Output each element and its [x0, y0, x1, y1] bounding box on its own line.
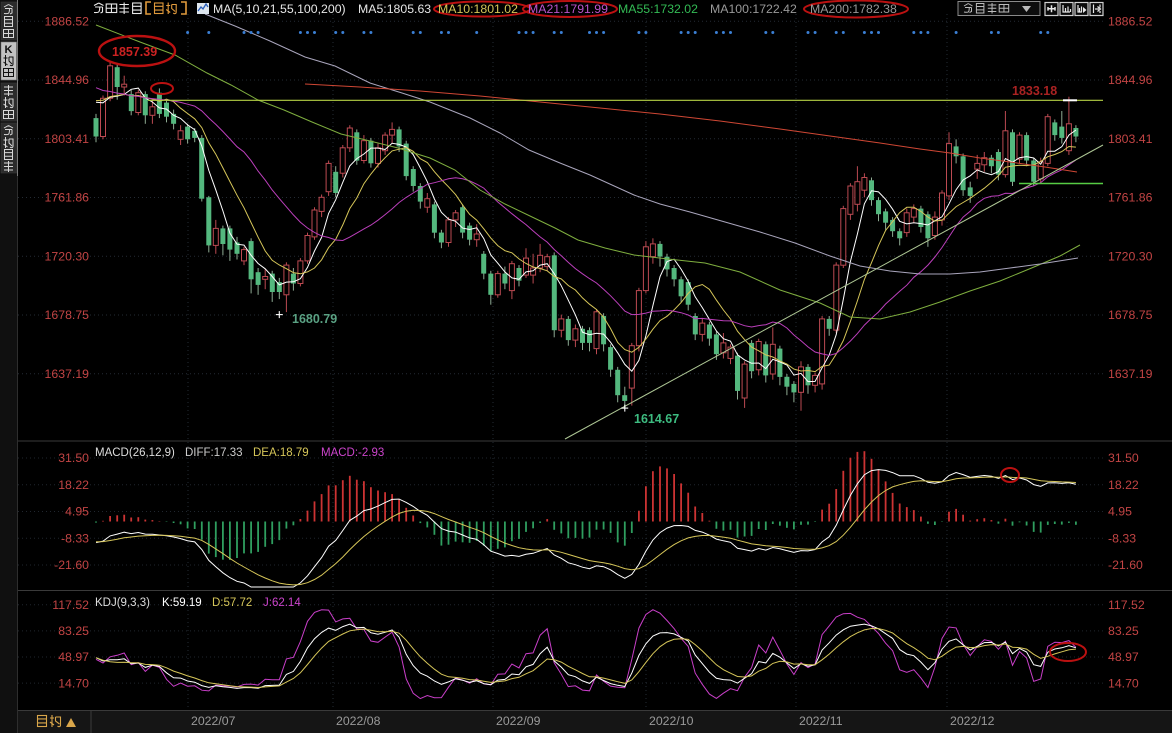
svg-text:1680.79: 1680.79 [292, 312, 337, 326]
svg-text:K:59.19: K:59.19 [162, 597, 202, 609]
svg-text:1614.67: 1614.67 [634, 412, 679, 426]
svg-text:1678.75: 1678.75 [45, 308, 90, 322]
svg-text:18.22: 18.22 [1108, 478, 1139, 492]
svg-text:2022/09: 2022/09 [496, 714, 541, 728]
svg-text:1857.39: 1857.39 [112, 45, 157, 59]
svg-text:1844.96: 1844.96 [1108, 73, 1153, 87]
svg-text:-8.33: -8.33 [1108, 531, 1136, 545]
svg-text:1844.96: 1844.96 [45, 73, 90, 87]
svg-text:4.95: 4.95 [1108, 505, 1132, 519]
svg-text:1761.86: 1761.86 [1108, 191, 1153, 205]
svg-text:-8.33: -8.33 [61, 531, 89, 545]
svg-text:MA10:1801.02: MA10:1801.02 [438, 2, 518, 16]
svg-text:MA55:1732.02: MA55:1732.02 [618, 2, 698, 16]
svg-text:DIFF:17.33: DIFF:17.33 [185, 447, 243, 459]
svg-text:14.70: 14.70 [1108, 676, 1139, 690]
svg-text:1720.30: 1720.30 [45, 249, 90, 263]
svg-text:MA(5,10,21,55,100,200): MA(5,10,21,55,100,200) [213, 2, 346, 16]
svg-text:MA200:1782.38: MA200:1782.38 [810, 2, 897, 16]
svg-text:2022/12: 2022/12 [950, 714, 995, 728]
svg-text:2022/11: 2022/11 [799, 714, 843, 728]
svg-text:1803.41: 1803.41 [45, 132, 90, 146]
svg-text:1637.19: 1637.19 [1108, 367, 1153, 381]
svg-text:K: K [5, 44, 13, 56]
svg-text:MACD(26,12,9): MACD(26,12,9) [95, 447, 175, 459]
svg-text:14.70: 14.70 [58, 676, 89, 690]
svg-text:117.52: 117.52 [1108, 598, 1145, 612]
svg-text:31.50: 31.50 [1108, 451, 1139, 465]
svg-text:1637.19: 1637.19 [45, 367, 90, 381]
svg-text:83.25: 83.25 [58, 624, 89, 638]
svg-text:18.22: 18.22 [58, 478, 89, 492]
svg-text:J:62.14: J:62.14 [263, 597, 301, 609]
svg-text:MA21:1791.99: MA21:1791.99 [528, 2, 608, 16]
svg-text:1678.75: 1678.75 [1108, 308, 1153, 322]
svg-text:4.95: 4.95 [65, 505, 89, 519]
svg-text:1886.52: 1886.52 [45, 14, 90, 28]
svg-text:1720.30: 1720.30 [1108, 249, 1153, 263]
svg-text:83.25: 83.25 [1108, 624, 1139, 638]
svg-text:-21.60: -21.60 [1108, 558, 1143, 572]
svg-text:1761.86: 1761.86 [45, 191, 90, 205]
svg-text:2022/10: 2022/10 [649, 714, 694, 728]
svg-text:MA100:1722.42: MA100:1722.42 [710, 2, 797, 16]
svg-text:31.50: 31.50 [58, 451, 89, 465]
svg-text:MA5:1805.63: MA5:1805.63 [358, 2, 431, 16]
svg-text:117.52: 117.52 [52, 598, 89, 612]
svg-text:48.97: 48.97 [1108, 650, 1139, 664]
svg-text:MACD:-2.93: MACD:-2.93 [321, 447, 384, 459]
svg-text:2022/08: 2022/08 [336, 714, 381, 728]
svg-text:DEA:18.79: DEA:18.79 [253, 447, 309, 459]
svg-text:2022/07: 2022/07 [191, 714, 236, 728]
svg-text:1803.41: 1803.41 [1108, 132, 1153, 146]
svg-text:KDJ(9,3,3): KDJ(9,3,3) [95, 597, 150, 609]
svg-text:-21.60: -21.60 [54, 558, 89, 572]
svg-text:48.97: 48.97 [58, 650, 89, 664]
svg-text:D:57.72: D:57.72 [212, 597, 252, 609]
svg-text:1833.18: 1833.18 [1012, 84, 1057, 98]
svg-text:1886.52: 1886.52 [1108, 14, 1153, 28]
